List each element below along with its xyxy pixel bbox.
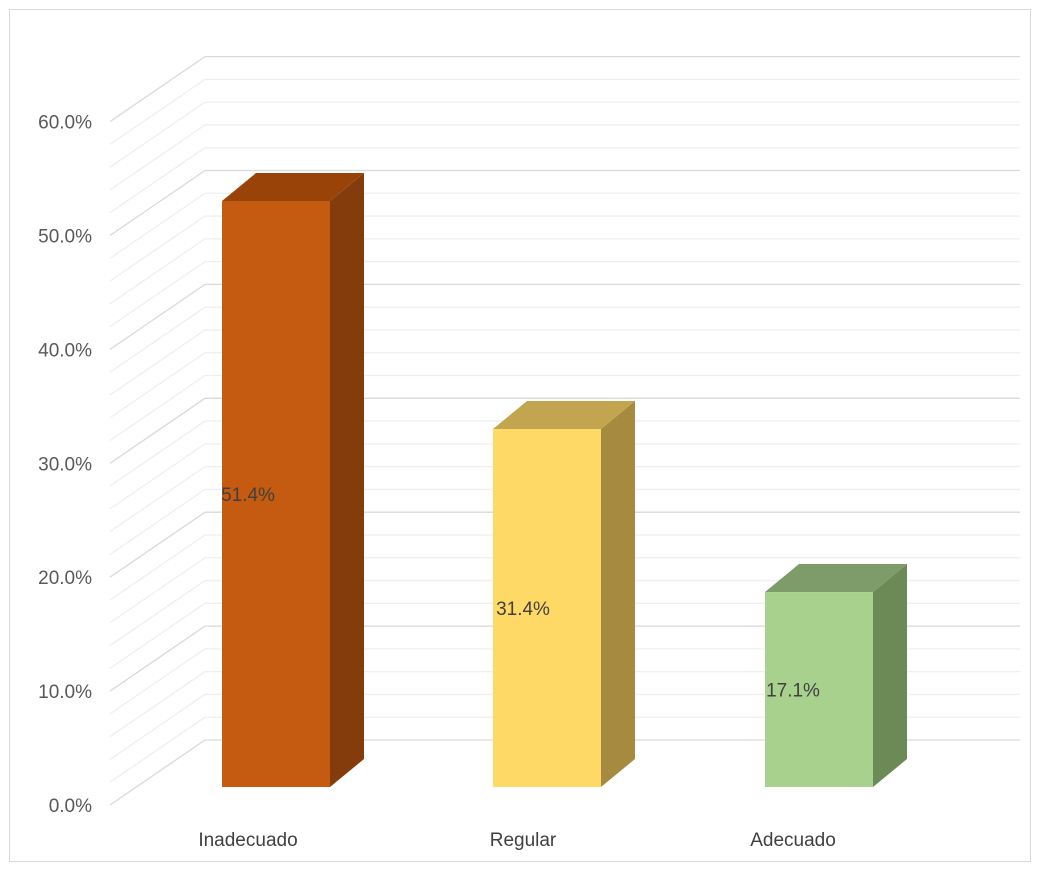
side-gridline-minor [109, 557, 206, 624]
x-category-label: Adecuado [750, 830, 836, 851]
bar-front-face [222, 201, 330, 787]
side-gridline-major [109, 283, 206, 350]
side-gridline-minor [109, 101, 206, 168]
y-tick-label: 50.0% [38, 227, 92, 248]
bar-top-face [222, 173, 364, 201]
side-gridline-minor [109, 716, 206, 783]
side-gridline-minor [109, 488, 206, 555]
y-tick-label: 30.0% [38, 454, 92, 475]
side-gridline-minor [109, 602, 206, 669]
y-tick-label: 0.0% [49, 796, 92, 817]
side-gridline-minor [109, 466, 206, 533]
side-gridline-minor [109, 78, 206, 145]
bar-adecuado [765, 564, 907, 787]
side-gridline-minor [109, 147, 206, 214]
bar-side-face [601, 401, 635, 787]
side-gridline-minor [109, 693, 206, 760]
side-gridline-major [109, 739, 206, 806]
side-gridline-minor [109, 534, 206, 601]
x-category-label: Inadecuado [198, 830, 297, 851]
bar-side-face [873, 564, 907, 787]
side-gridline-minor [109, 329, 206, 396]
side-gridline-major [109, 169, 206, 237]
side-gridline-minor [109, 648, 206, 715]
side-gridline-minor [109, 261, 206, 328]
data-label: 51.4% [221, 485, 275, 506]
side-gridline-minor [109, 124, 206, 191]
side-gridline-minor [109, 420, 206, 487]
bar-top-face [493, 401, 635, 430]
bar-top-face [765, 564, 907, 593]
y-tick-label: 60.0% [38, 113, 92, 134]
side-gridline-minor [109, 671, 206, 738]
x-axis-categories: Inadecuado Regular Adecuado [198, 830, 835, 851]
bar-front-face [493, 429, 601, 787]
y-tick-label: 10.0% [38, 682, 92, 703]
bar-side-face [330, 173, 364, 787]
data-label: 31.4% [496, 599, 550, 620]
side-gridline-minor [109, 215, 206, 282]
bar-front-face [765, 592, 873, 787]
side-gridline-major [109, 397, 206, 464]
bar-regular [493, 401, 635, 787]
side-gridline-minor [109, 238, 206, 305]
y-tick-label: 40.0% [38, 340, 92, 361]
side-gridline-major [109, 511, 206, 578]
data-labels: 51.4% 31.4% 17.1% [221, 485, 820, 702]
y-tick-label: 20.0% [38, 568, 92, 589]
side-gridline-minor [109, 192, 206, 259]
side-gridline-minor [109, 443, 206, 510]
side-gridline-minor [109, 306, 206, 373]
side-gridline-major [109, 625, 206, 692]
side-gridline-minor [109, 580, 206, 647]
side-gridline-minor [109, 374, 206, 442]
side-gridline-major [109, 56, 206, 123]
x-category-label: Regular [490, 830, 557, 851]
side-gridline-minor [109, 352, 206, 419]
bar-inadecuado [222, 173, 364, 787]
y-axis-ticks: 0.0% 10.0% 20.0% 30.0% 40.0% 50.0% 60.0% [38, 113, 92, 817]
bars [222, 173, 907, 787]
data-label: 17.1% [766, 681, 820, 702]
